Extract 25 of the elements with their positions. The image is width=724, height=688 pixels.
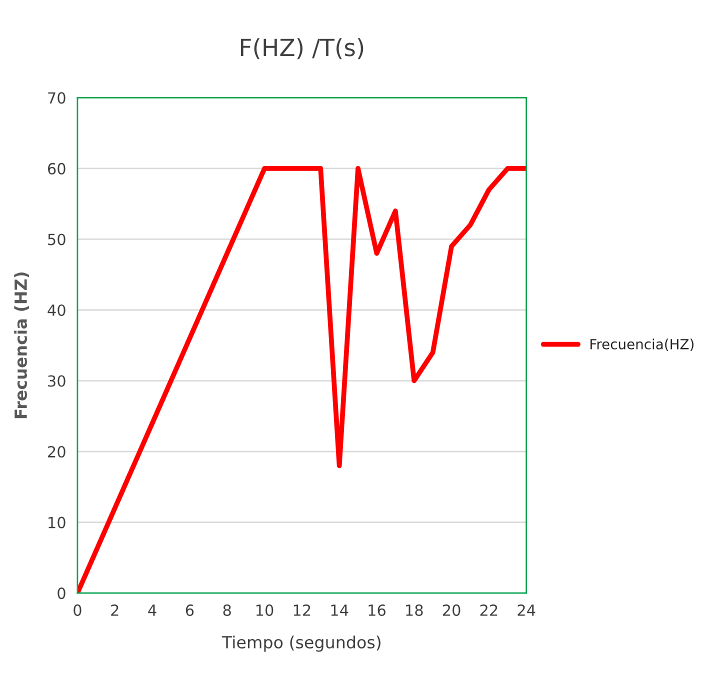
x-tick-label: 20 (442, 604, 460, 616)
x-tick-label: 18 (406, 604, 423, 616)
legend-label: Frecuencia(HZ) (590, 338, 694, 352)
y-tick-label: 20 (48, 446, 66, 458)
y-tick-label: 0 (58, 588, 66, 600)
y-tick-label: 50 (48, 234, 66, 246)
x-tick-label: 4 (148, 604, 156, 616)
x-tick-label: 0 (74, 604, 82, 616)
x-tick-label: 22 (480, 604, 498, 616)
y-tick-label: 10 (48, 516, 66, 528)
x-tick-label: 10 (256, 604, 274, 616)
y-tick-label: 70 (48, 92, 66, 104)
x-tick-label: 12 (294, 604, 310, 616)
y-tick-label: 40 (48, 304, 66, 316)
x-axis-title: Tiempo (segundos) (222, 636, 380, 652)
y-tick-label: 60 (48, 162, 66, 174)
chart-title: F(HZ) /T(s) (240, 38, 364, 60)
y-axis-title: Frecuencia (HZ) (14, 272, 29, 418)
x-tick-label: 16 (368, 604, 386, 616)
x-tick-label: 24 (518, 604, 536, 616)
x-tick-label: 6 (186, 604, 194, 616)
y-tick-label: 30 (48, 375, 66, 387)
x-tick-label: 2 (111, 604, 118, 616)
x-tick-label: 8 (223, 604, 231, 616)
x-tick-label: 14 (331, 604, 348, 616)
